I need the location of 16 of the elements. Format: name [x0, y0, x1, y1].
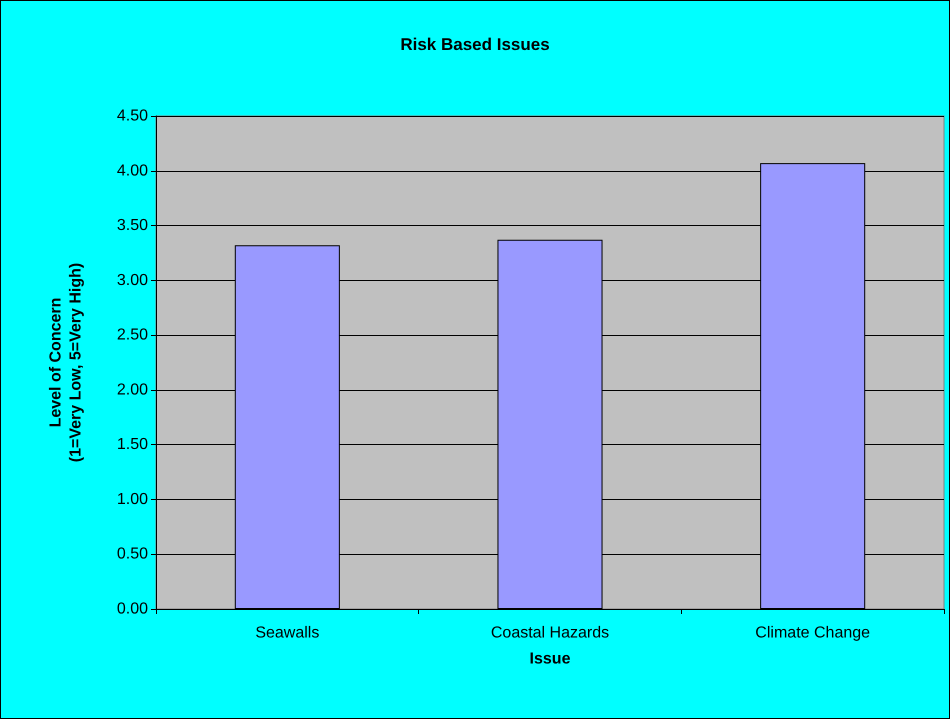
y-tick-label: 3.50: [116, 217, 148, 234]
chart-title: Risk Based Issues: [400, 35, 550, 54]
x-tick-label: Seawalls: [255, 624, 320, 642]
x-axis-title: Issue: [530, 650, 571, 668]
y-tick-label: 2.00: [116, 381, 148, 398]
y-tick-label: 1.50: [116, 436, 148, 454]
x-tick-label: Coastal Hazards: [490, 624, 610, 642]
y-axis-title: Level of Concern (1=Very Low, 5=Very High): [48, 262, 84, 462]
y-tick-label: 0.50: [116, 546, 148, 563]
y-tick-label: 0.00: [116, 600, 148, 618]
x-tick-label: Climate Change: [755, 624, 870, 642]
y-tick-label: 4.00: [116, 162, 148, 180]
y-tick-label: 4.50: [116, 108, 148, 124]
y-tick-label: 2.50: [116, 326, 148, 344]
y-tick-label: 3.00: [116, 272, 148, 289]
y-tick-label: 1.00: [116, 490, 148, 508]
